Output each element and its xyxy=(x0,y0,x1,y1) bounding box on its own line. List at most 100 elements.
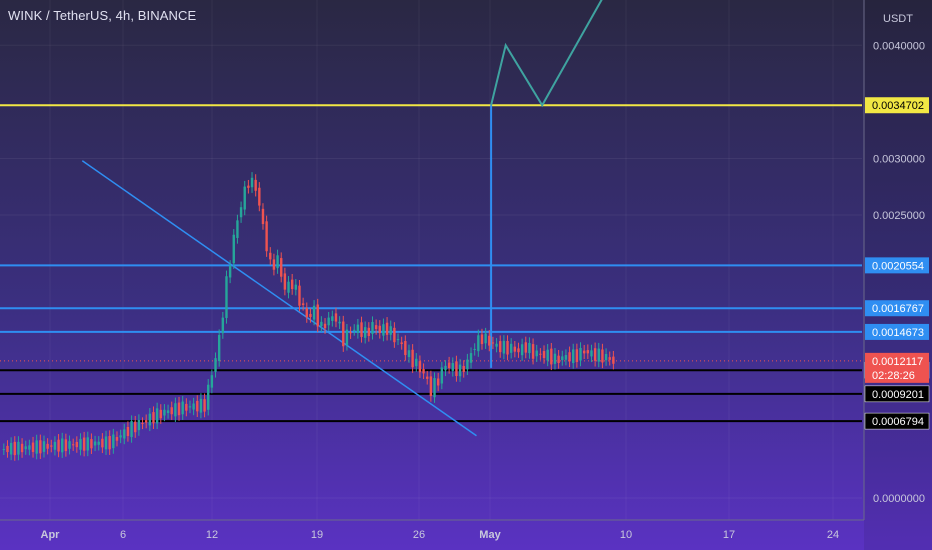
candle-body xyxy=(39,440,42,454)
candle-body xyxy=(488,335,491,346)
candle-body xyxy=(228,265,232,278)
candle-body xyxy=(593,348,597,361)
candle-body xyxy=(71,444,75,446)
candle-body xyxy=(331,316,334,321)
candle-body xyxy=(436,378,440,386)
candle-body xyxy=(115,437,119,441)
candle-body xyxy=(531,344,535,359)
candle-body xyxy=(334,313,338,322)
candle-body xyxy=(385,322,389,335)
candle-body xyxy=(374,325,378,330)
candle-body xyxy=(155,408,159,424)
candle-body xyxy=(112,434,115,449)
candle-body xyxy=(382,324,385,336)
price-tag-label-1: 0.0020554 xyxy=(872,260,924,272)
candle-body xyxy=(301,303,305,305)
candle-body xyxy=(495,343,498,347)
candle-body xyxy=(170,407,173,415)
candle-body xyxy=(579,347,582,361)
x-tick-label-0: Apr xyxy=(41,529,61,541)
last-price-label: 0.0012117 xyxy=(872,356,923,368)
candle-body xyxy=(612,356,615,364)
candle-body xyxy=(572,349,575,364)
chart-title: WINK / TetherUS, 4h, BINANCE xyxy=(8,8,197,23)
candle-body xyxy=(192,403,195,410)
candle-body xyxy=(528,342,531,354)
price-tag-label-6: 0.0006794 xyxy=(872,416,924,428)
candle-body xyxy=(455,361,458,377)
candle-body xyxy=(64,439,68,452)
candle-body xyxy=(378,325,381,333)
candle-body xyxy=(309,313,312,318)
candle-body xyxy=(582,350,586,354)
candle-body xyxy=(101,438,104,448)
candle-body xyxy=(53,441,57,450)
y-tick-label-2: 0.0030000 xyxy=(873,153,925,165)
price-tag-label-5: 0.0009201 xyxy=(872,389,924,401)
candle-body xyxy=(477,335,480,352)
candle-body xyxy=(188,406,192,408)
candle-body xyxy=(148,413,152,426)
candle-body xyxy=(185,403,188,411)
candle-body xyxy=(6,445,9,453)
tags-layer: 0.0034702 0.0020554 0.0016767 0.0014673 0.00… xyxy=(864,97,930,430)
candle-body xyxy=(484,333,487,344)
candle-body xyxy=(68,441,71,449)
projection-path xyxy=(490,0,603,108)
candle-body xyxy=(82,437,86,451)
candle-body xyxy=(254,179,257,191)
price-tag-bg-5 xyxy=(864,385,930,403)
candle-body xyxy=(35,440,38,454)
y-tick-label-0: 0.0000000 xyxy=(873,493,925,505)
candle-body xyxy=(320,321,323,327)
grid-layer xyxy=(0,0,862,520)
candle-body xyxy=(404,340,407,356)
candle-body xyxy=(469,353,473,363)
candle-body xyxy=(31,442,35,452)
price-tag-bg-0 xyxy=(865,97,929,114)
candle-body xyxy=(418,361,422,373)
candle-body xyxy=(214,358,217,372)
candle-body xyxy=(393,327,396,343)
candle-body xyxy=(462,365,465,372)
candle-body xyxy=(126,426,130,437)
candle-body xyxy=(20,443,24,453)
candle-body xyxy=(159,409,162,419)
price-tag-bg-1 xyxy=(865,257,929,274)
candle-body xyxy=(440,367,444,384)
last-price-countdown: 02:28:26 xyxy=(872,370,915,382)
candle-body xyxy=(539,353,542,355)
candle-body xyxy=(422,369,425,374)
candle-body xyxy=(119,435,122,438)
candle-body xyxy=(130,421,133,438)
x-tick-label-6: 10 xyxy=(620,529,632,541)
candle-body xyxy=(50,445,53,447)
candle-body xyxy=(451,363,454,371)
candle-body xyxy=(104,436,108,450)
candle-body xyxy=(196,400,199,412)
candle-body xyxy=(280,258,283,277)
candle-body xyxy=(93,441,97,446)
candle-body xyxy=(499,341,502,353)
candle-body xyxy=(338,321,341,324)
candle-body xyxy=(444,365,447,371)
candle-body xyxy=(221,317,225,334)
candle-body xyxy=(166,410,170,414)
candle-body xyxy=(108,436,111,450)
candle-body xyxy=(535,350,538,357)
price-tag-label-2: 0.0016767 xyxy=(872,303,924,315)
candle-body xyxy=(294,284,298,290)
axis-currency-label: USDT xyxy=(883,13,913,25)
candle-body xyxy=(597,348,600,362)
candle-body xyxy=(243,186,246,210)
candle-body xyxy=(134,421,137,433)
candle-body xyxy=(298,285,301,306)
candle-body xyxy=(28,445,31,450)
candle-body xyxy=(123,429,126,439)
candle-body xyxy=(57,439,60,452)
candle-body xyxy=(433,378,436,398)
candle-body xyxy=(283,273,287,290)
candle-body xyxy=(75,441,79,448)
candle-body xyxy=(203,399,206,412)
